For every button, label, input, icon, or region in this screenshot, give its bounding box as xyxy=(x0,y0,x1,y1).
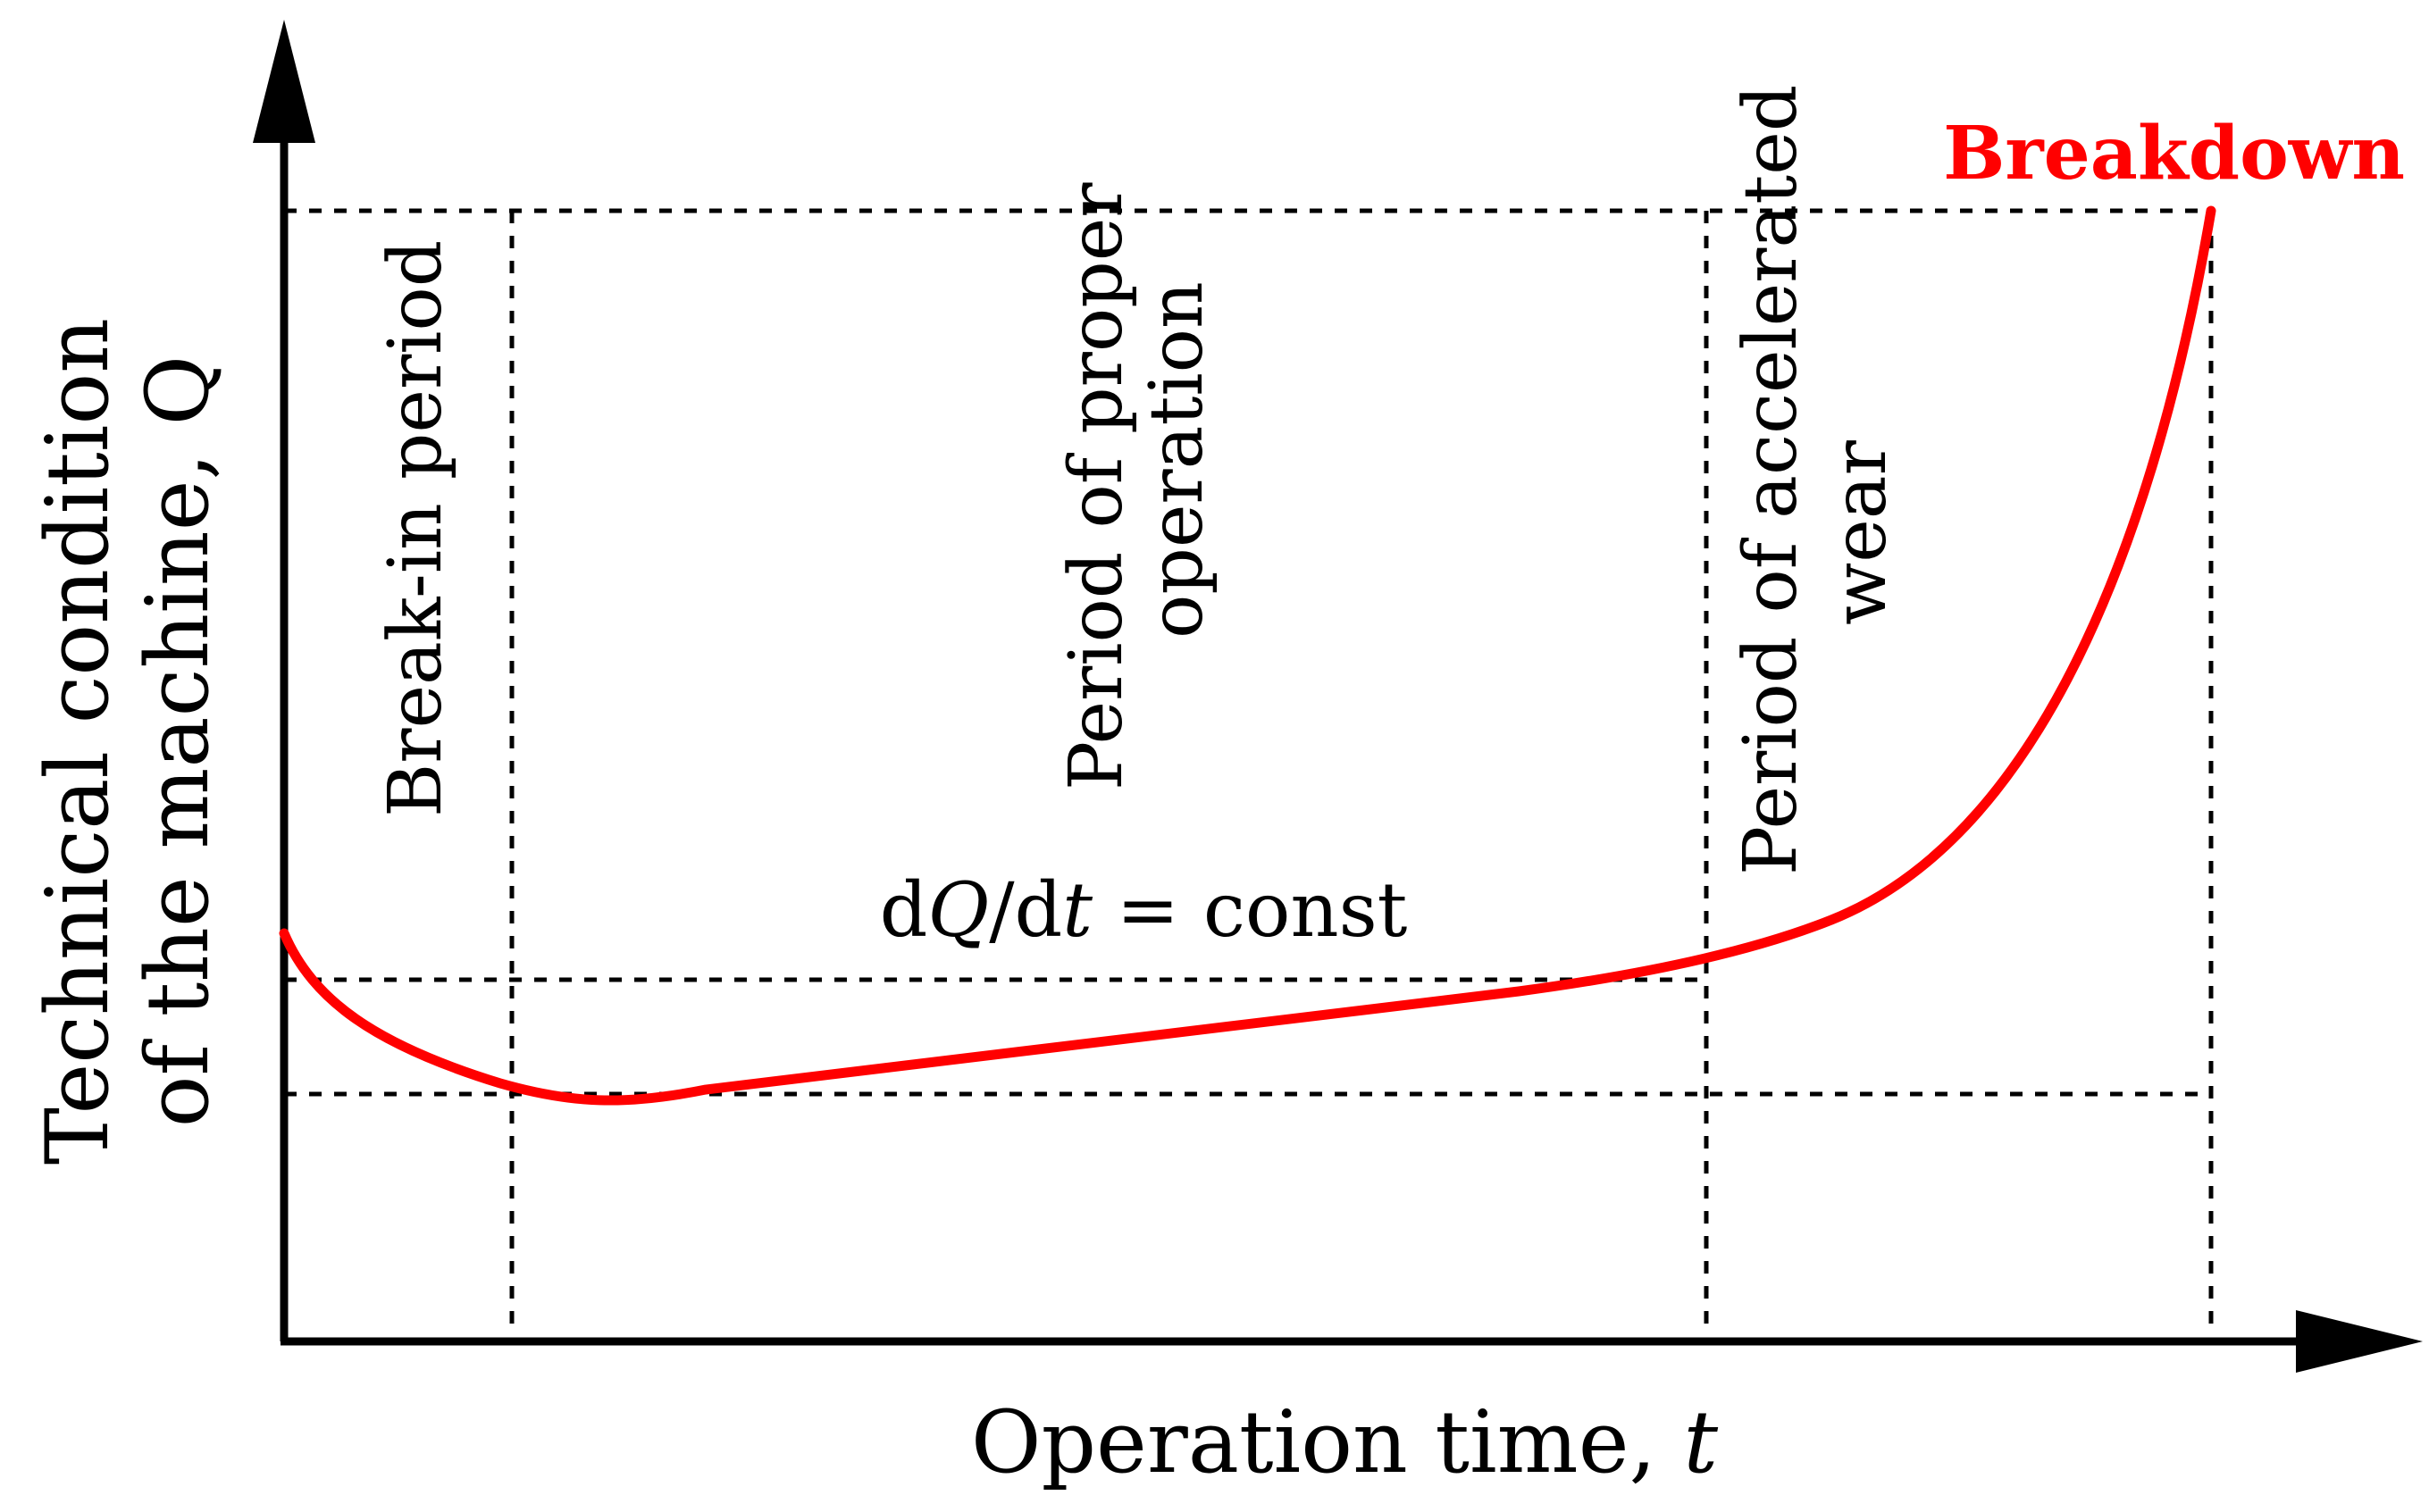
period-label-accelerated-wear-line2: wear xyxy=(1818,439,1903,625)
condition-curve xyxy=(279,205,2216,1106)
y-axis-label-line2: of the machine, Q xyxy=(128,355,228,1128)
x-axis-label: Operation time, t xyxy=(971,1392,1719,1492)
x-axis-arrowhead-icon xyxy=(2296,1310,2423,1373)
rate-equation: dQ/dt = const xyxy=(880,866,1408,954)
period-label-proper-operation: Period of proper operation xyxy=(1054,182,1219,790)
period-label-accelerated-wear-line1: Period of accelerated xyxy=(1729,85,1813,875)
axes xyxy=(253,20,2423,1373)
period-label-proper-operation-line1: Period of proper xyxy=(1054,182,1139,790)
period-label-proper-operation-line2: operation xyxy=(1135,281,1219,639)
y-axis-arrowhead-icon xyxy=(253,20,315,143)
y-axis-label: Technical condition of the machine, Q xyxy=(28,318,228,1165)
period-label-break-in: Break-in period xyxy=(373,240,458,817)
breakdown-label: Breakdown xyxy=(1943,111,2405,196)
y-axis-label-line1: Technical condition xyxy=(28,318,128,1165)
guide-lines xyxy=(284,208,2214,1331)
period-label-accelerated-wear: Period of accelerated wear xyxy=(1729,85,1903,875)
